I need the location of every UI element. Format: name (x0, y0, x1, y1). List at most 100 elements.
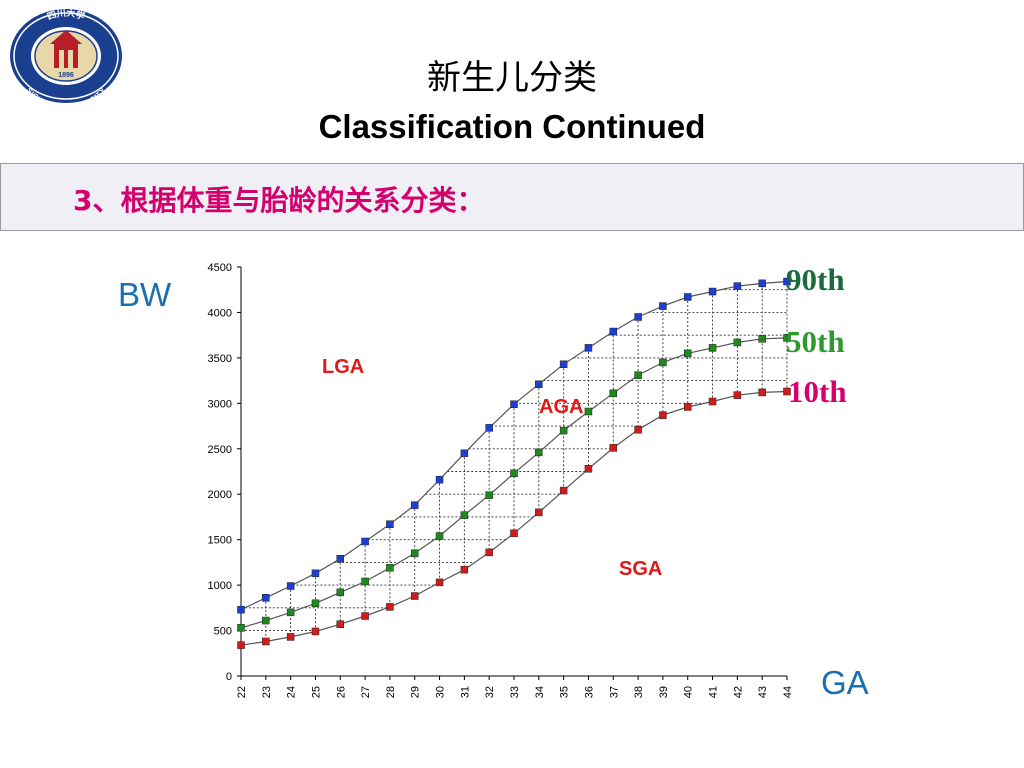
x-tick-label: 28 (385, 686, 397, 698)
data-point-10th (584, 465, 593, 473)
data-point-90th (559, 360, 568, 369)
building-icon (50, 30, 82, 68)
percentile-label-90th: 90th (786, 262, 845, 297)
data-point-10th (386, 603, 394, 611)
data-point-10th (435, 578, 444, 587)
x-tick-label: 38 (633, 686, 645, 698)
y-tick-label: 4500 (208, 262, 232, 274)
x-tick-label: 37 (608, 686, 620, 698)
data-point-50th (386, 564, 394, 572)
data-point-90th (634, 313, 642, 321)
data-point-50th (609, 389, 618, 398)
percentile-label-50th: 50th (786, 324, 845, 359)
data-point-50th (262, 616, 270, 625)
y-tick-label: 4000 (208, 307, 232, 319)
y-tick-label: 3500 (208, 353, 232, 365)
data-point-90th (386, 520, 394, 528)
data-point-90th (609, 327, 618, 336)
x-tick-label: 40 (683, 686, 695, 698)
data-point-50th (683, 349, 692, 358)
y-tick-label: 2500 (208, 444, 232, 456)
subtitle-bar: 3、根据体重与胎龄的关系分类： (0, 163, 1024, 231)
data-point-10th (410, 592, 419, 600)
data-point-10th (758, 388, 766, 397)
data-point-10th (311, 627, 320, 636)
data-point-90th (262, 594, 270, 602)
x-tick-label: 30 (435, 686, 447, 698)
chart-series (237, 277, 791, 649)
x-tick-label: 26 (335, 686, 347, 698)
data-point-50th (510, 469, 518, 478)
svg-text:1896: 1896 (58, 72, 74, 79)
x-tick-label: 32 (484, 686, 496, 698)
data-point-90th (460, 449, 469, 458)
data-point-10th (510, 529, 518, 538)
data-point-90th (659, 302, 667, 310)
data-point-90th (584, 344, 593, 352)
x-tick-label: 25 (310, 686, 322, 698)
data-point-90th (361, 537, 369, 546)
data-point-50th (237, 624, 245, 632)
data-point-10th (609, 444, 618, 452)
data-point-90th (783, 277, 791, 286)
y-tick-label: 0 (226, 671, 232, 683)
data-point-10th (262, 637, 270, 646)
data-point-10th (286, 633, 295, 641)
data-point-50th (783, 334, 791, 342)
data-point-90th (510, 400, 518, 408)
y-tick-label: 500 (214, 626, 232, 638)
x-tick-label: 27 (360, 686, 372, 698)
data-point-10th (559, 486, 568, 495)
data-point-90th (237, 605, 245, 614)
data-point-50th (758, 335, 766, 343)
percentile-label-10th: 10th (788, 374, 847, 409)
data-point-50th (410, 549, 419, 558)
data-point-10th (535, 508, 543, 517)
y-tick-label: 1500 (208, 535, 232, 547)
slide-title-cn: 新生儿分类 (427, 58, 597, 98)
data-point-10th (460, 565, 469, 574)
data-point-50th (286, 608, 295, 617)
x-tick-label: 35 (559, 686, 571, 698)
x-tick-label: 23 (261, 686, 273, 698)
y-tick-label: 1000 (208, 580, 232, 592)
data-point-10th (361, 612, 369, 620)
data-point-50th (361, 577, 369, 586)
data-point-10th (733, 391, 742, 399)
university-logo: 四川大学 SICHUAN UNIVERSITY 1896 (10, 7, 122, 104)
data-point-50th (559, 426, 568, 435)
data-point-10th (708, 397, 717, 406)
data-point-10th (237, 641, 245, 649)
data-point-50th (708, 344, 717, 352)
data-point-50th (485, 491, 493, 499)
data-point-90th (485, 424, 493, 432)
chart-grid (240, 281, 788, 646)
y-tick-label: 2000 (208, 489, 232, 501)
series-line-50th (240, 337, 788, 629)
x-tick-label: 44 (782, 686, 794, 698)
data-point-90th (733, 282, 742, 290)
data-point-50th (435, 532, 444, 540)
data-point-50th (535, 448, 543, 457)
x-axis-title: GA (821, 664, 869, 701)
data-point-90th (311, 569, 320, 578)
slide-title-en: Classification Continued (318, 108, 706, 145)
data-point-90th (683, 293, 692, 301)
x-tick-label: 29 (410, 686, 422, 698)
data-point-90th (708, 287, 717, 296)
x-tick-label: 41 (708, 686, 720, 698)
region-label-aga: AGA (539, 396, 583, 418)
data-point-90th (535, 380, 543, 388)
x-tick-label: 31 (459, 686, 471, 698)
data-point-50th (311, 599, 320, 608)
x-tick-label: 34 (534, 686, 546, 698)
data-point-10th (485, 548, 493, 557)
data-point-10th (783, 387, 791, 396)
data-point-90th (435, 475, 444, 484)
data-point-90th (336, 555, 345, 563)
data-point-50th (584, 407, 593, 416)
x-tick-label: 22 (236, 686, 248, 698)
data-point-10th (634, 425, 642, 434)
x-tick-label: 42 (732, 686, 744, 698)
